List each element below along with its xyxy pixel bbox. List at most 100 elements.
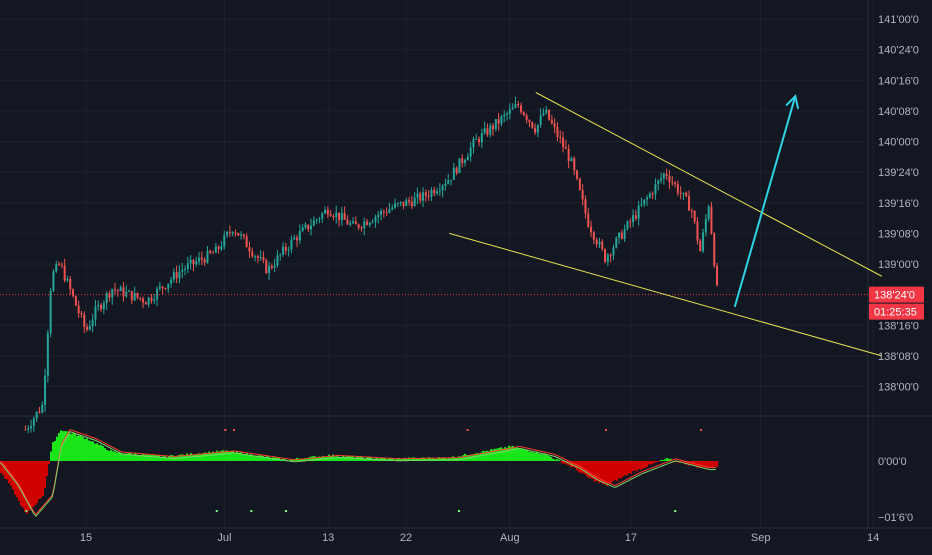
candle-body	[72, 289, 75, 297]
candle-body	[536, 124, 539, 133]
histogram-bar	[226, 450, 228, 461]
histogram-bar	[4, 461, 6, 479]
histogram-bar	[194, 454, 196, 461]
histogram-bar	[492, 449, 494, 461]
histogram-bar	[596, 461, 598, 481]
candle-body	[402, 201, 405, 207]
histogram-bar	[148, 454, 150, 461]
histogram-bar	[488, 451, 490, 461]
drawing-layer[interactable]	[0, 92, 883, 357]
histogram-bar	[650, 461, 652, 465]
candle-body	[80, 313, 83, 315]
histogram-bar	[634, 461, 636, 471]
candle-body	[615, 237, 618, 248]
histogram-bar	[514, 447, 516, 461]
candle-body	[150, 297, 153, 301]
histogram-bar	[20, 461, 22, 506]
candle-body	[704, 218, 707, 233]
histogram-bar	[16, 461, 18, 498]
candle-body	[32, 418, 35, 427]
histogram-bar	[64, 431, 66, 461]
candle-body	[279, 254, 282, 256]
histogram-bar	[62, 431, 64, 461]
candle-body	[189, 259, 192, 264]
candle-body	[637, 205, 640, 219]
histogram-bar	[248, 454, 250, 461]
candle-body	[545, 109, 548, 113]
candle-body	[170, 279, 173, 284]
histogram-bar	[668, 458, 670, 461]
histogram-bar	[520, 448, 522, 461]
histogram-bar	[94, 443, 96, 461]
candle-body	[167, 283, 170, 289]
candle-body	[438, 190, 441, 192]
histogram-bar	[344, 456, 346, 461]
histogram-bar	[554, 459, 556, 461]
candle-body	[130, 290, 133, 301]
histogram-bar	[626, 461, 628, 476]
histogram-bar	[82, 436, 84, 461]
candle-body	[707, 206, 710, 219]
histogram-bar	[2, 461, 4, 475]
candle-body	[567, 149, 570, 162]
candle-body	[77, 305, 80, 314]
histogram-bar	[22, 461, 24, 508]
candle-body	[273, 265, 276, 268]
candle-body	[136, 292, 139, 298]
histogram-bar	[516, 447, 518, 461]
histogram-bar	[254, 456, 256, 461]
candle-body	[153, 299, 156, 301]
candle-body	[525, 115, 528, 120]
candle-body	[35, 411, 38, 419]
histogram-bar	[70, 433, 72, 461]
candle-body	[192, 259, 195, 265]
histogram-bar	[114, 451, 116, 461]
candle-body	[475, 138, 478, 140]
candle-body	[419, 193, 422, 201]
candle-body	[100, 305, 103, 310]
candle-body	[553, 123, 556, 127]
histogram-bar	[388, 458, 390, 461]
histogram-bar	[576, 461, 578, 471]
histogram-bar	[486, 450, 488, 461]
candle-body	[318, 218, 321, 220]
candle-body	[564, 147, 567, 150]
candle-body	[139, 297, 142, 299]
candle-body	[618, 232, 621, 238]
histogram-bar	[482, 450, 484, 461]
histogram-bar	[166, 457, 168, 461]
candle-body	[360, 227, 363, 229]
histogram-bar	[702, 461, 704, 468]
candle-body	[63, 265, 66, 281]
histogram-bar	[624, 461, 626, 476]
histogram-bar	[444, 457, 446, 461]
histogram-bar	[476, 453, 478, 461]
histogram-bar	[642, 461, 644, 469]
candle-body	[559, 137, 562, 139]
candle-body	[298, 231, 301, 241]
histogram-bar	[420, 458, 422, 461]
histogram-bar	[582, 461, 584, 474]
histogram-bar	[602, 461, 604, 485]
histogram-bar	[404, 457, 406, 461]
candle-body	[212, 252, 215, 254]
histogram-bar	[12, 461, 14, 490]
time-tick-label: Aug	[500, 532, 520, 544]
signal-marker-green	[284, 510, 287, 512]
candle-body	[69, 278, 72, 290]
candle-body	[142, 298, 145, 303]
candle-body	[282, 246, 285, 255]
candle-body	[245, 236, 248, 248]
histogram-bar	[600, 461, 602, 483]
candle-body	[184, 268, 187, 270]
candle-body	[483, 128, 486, 134]
price-tick-label: 140'16'0	[878, 75, 919, 87]
time-tick-label: 15	[80, 532, 92, 544]
candle-body	[430, 189, 433, 197]
signal-line	[0, 429, 717, 515]
histogram-bar	[102, 446, 104, 461]
macd-line	[0, 431, 717, 517]
candle-body	[38, 411, 41, 413]
